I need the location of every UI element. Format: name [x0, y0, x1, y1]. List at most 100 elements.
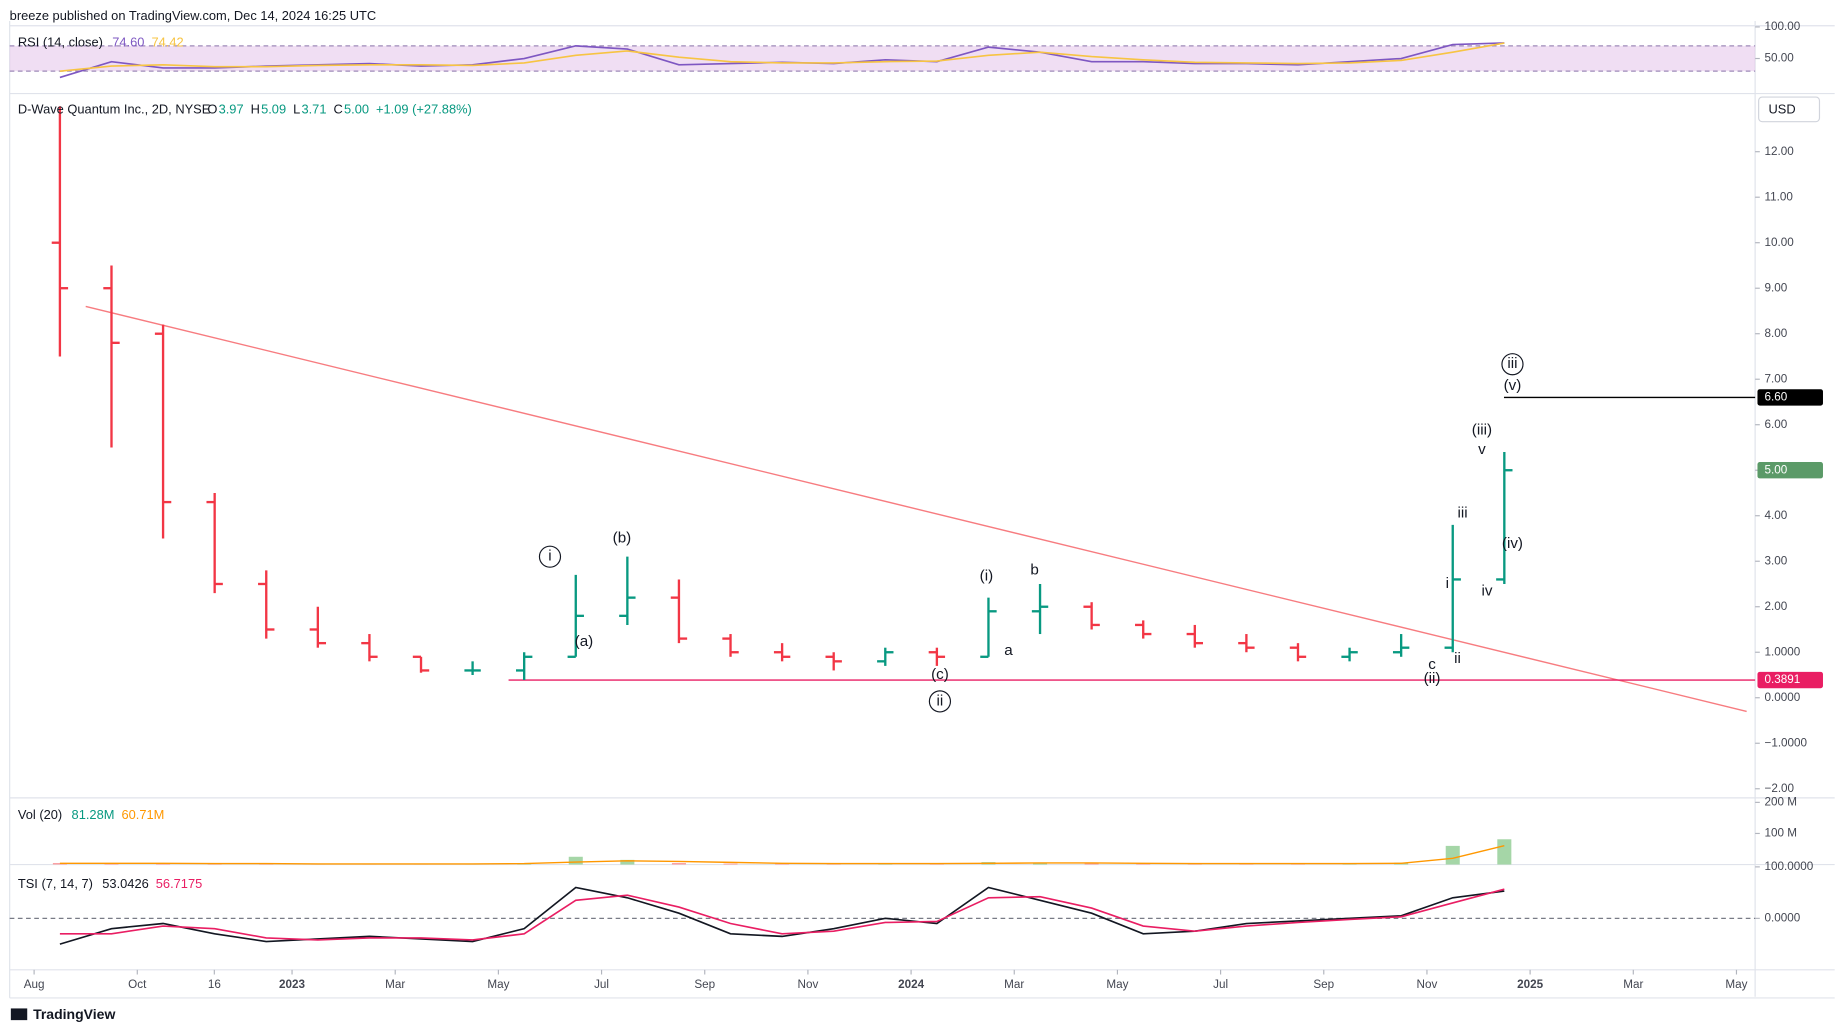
wave-label: (b)	[613, 530, 632, 547]
legend-key: O	[207, 101, 217, 116]
y-tick-label: 200 M	[1764, 795, 1796, 808]
legend-value: 3.71	[301, 101, 326, 116]
wave-label: (i)	[980, 567, 994, 584]
wave-circle	[1501, 353, 1524, 376]
wave-circle	[538, 545, 562, 568]
price-label: 5.00	[1764, 463, 1787, 476]
y-tick-label: 12.00	[1764, 145, 1794, 158]
currency-button[interactable]	[1758, 96, 1821, 123]
price-label-bg	[1757, 389, 1823, 406]
legend-value: 56.7175	[156, 876, 202, 891]
x-tick-label: Sep	[694, 978, 715, 991]
pane-title: TSI (7, 14, 7)	[18, 876, 93, 891]
x-tick-label: May	[1106, 978, 1128, 991]
x-tick-label: 2023	[279, 978, 306, 991]
y-tick-label: 100 M	[1764, 827, 1796, 840]
volume-bar	[156, 863, 171, 865]
wave-label: v	[1478, 441, 1486, 458]
volume-bar	[620, 859, 635, 865]
wave-label: ii	[937, 692, 944, 709]
chart-title: D-Wave Quantum Inc., 2D, NYSE	[18, 101, 211, 116]
volume-bar	[1084, 863, 1099, 865]
currency[interactable]: USD	[1768, 101, 1795, 116]
x-tick-label: Jul	[594, 978, 609, 991]
volume-bar	[1445, 845, 1460, 865]
wave-label: i	[1446, 575, 1449, 592]
x-tick-label: Jul	[1213, 978, 1228, 991]
y-tick-label: 1.0000	[1764, 645, 1800, 658]
legend-key: H	[251, 101, 260, 116]
y-tick-label: 0.0000	[1764, 691, 1800, 704]
price-label-bg	[1757, 671, 1823, 689]
wave-label: a	[1004, 642, 1013, 659]
legend-change: +1.09 (+27.88%)	[376, 101, 472, 116]
logo-icon	[10, 1008, 28, 1021]
y-tick-label: 7.00	[1764, 372, 1787, 385]
wave-label: ii	[1454, 650, 1461, 667]
x-tick-label: 16	[208, 978, 221, 991]
x-tick-label: 2024	[898, 978, 925, 991]
volume-ma	[59, 844, 1505, 865]
y-tick-label: 100.00	[1764, 20, 1800, 33]
wave-label: c	[1428, 656, 1436, 673]
legend-value: 74.42	[151, 35, 183, 50]
y-tick-label: 11.00	[1764, 190, 1793, 203]
legend-value: 74.60	[112, 35, 144, 50]
pane-title: RSI (14, close)	[18, 35, 103, 50]
x-tick-label: Mar	[1004, 978, 1024, 991]
volume-bar	[671, 862, 686, 865]
wave-circle	[928, 690, 952, 713]
x-tick-label: Mar	[1623, 978, 1643, 991]
logo: TradingView	[33, 1006, 115, 1022]
wave-label: (iv)	[1502, 535, 1523, 552]
y-tick-label: 9.00	[1764, 281, 1787, 294]
volume-bar	[775, 863, 790, 865]
legend-value: 5.09	[261, 101, 286, 116]
wave-label: iv	[1482, 583, 1493, 600]
x-tick-label: May	[1725, 978, 1747, 991]
x-tick-label: Sep	[1313, 978, 1334, 991]
indicator-line	[59, 888, 1505, 941]
y-tick-label: 100.0000	[1764, 860, 1813, 873]
price-label: 0.3891	[1764, 673, 1800, 686]
x-tick-label: Oct	[128, 978, 147, 991]
legend-key: L	[293, 101, 300, 116]
y-tick-label: 3.00	[1764, 554, 1787, 567]
pane-title: Vol (20)	[18, 807, 62, 822]
y-tick-label: 6.00	[1764, 418, 1787, 431]
wave-label: i	[548, 548, 551, 565]
y-tick-label: 8.00	[1764, 327, 1787, 340]
wave-label: iii	[1507, 355, 1517, 372]
volume-bar	[568, 856, 583, 865]
y-tick-label: 50.00	[1764, 52, 1794, 65]
price-label-bg	[1757, 462, 1823, 479]
indicator-line	[59, 42, 1505, 72]
y-tick-label: 10.00	[1764, 236, 1794, 249]
legend-value: 81.28M	[72, 807, 115, 822]
x-tick-label: Mar	[385, 978, 405, 991]
volume-bar	[723, 863, 738, 865]
wave-label: (a)	[575, 633, 594, 650]
wave-label: (ii)	[1424, 670, 1441, 687]
wave-label: (iii)	[1472, 422, 1492, 439]
legend-value: 3.97	[219, 101, 244, 116]
trend-line	[85, 305, 1747, 713]
y-tick-label: 4.00	[1764, 509, 1787, 522]
y-tick-label: −1.0000	[1764, 736, 1807, 749]
legend-value: 53.0426	[102, 876, 148, 891]
publisher: breeze published on TradingView.com, Dec…	[10, 8, 376, 23]
wave-label: (c)	[931, 666, 949, 683]
volume-bar	[1497, 839, 1512, 865]
x-tick-label: Aug	[24, 978, 45, 991]
wave-label: b	[1030, 561, 1038, 578]
x-tick-label: May	[487, 978, 509, 991]
y-tick-label: 0.0000	[1764, 911, 1800, 924]
y-tick-label: −2.00	[1764, 782, 1794, 795]
volume-bar	[1136, 863, 1151, 865]
x-tick-label: Nov	[798, 978, 819, 991]
legend-key: C	[334, 101, 343, 116]
wave-label: iii	[1458, 504, 1468, 521]
